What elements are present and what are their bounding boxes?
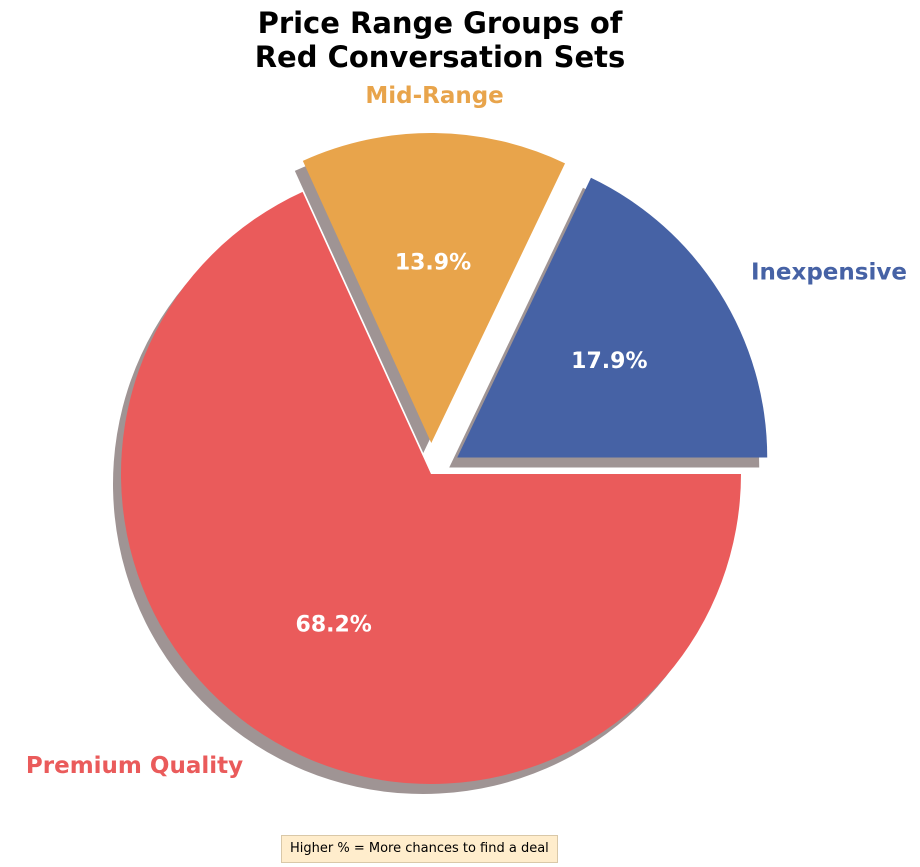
category-label-inexpensive: Inexpensive xyxy=(751,259,907,285)
pie-slice-premium-quality xyxy=(120,191,742,785)
category-label-premium-quality: Premium Quality xyxy=(26,753,243,779)
chart-title-line-1: Price Range Groups of xyxy=(257,6,623,40)
chart-title: Price Range Groups of Red Conversation S… xyxy=(0,6,880,74)
pct-label-premium-quality: 68.2% xyxy=(296,613,372,638)
pie-slice-mid-range xyxy=(302,133,566,444)
pie-wedges xyxy=(120,133,768,785)
chart-title-line-2: Red Conversation Sets xyxy=(254,40,626,74)
pct-label-mid-range: 13.9% xyxy=(395,251,471,276)
annotation-note: Higher % = More chances to find a deal xyxy=(281,835,558,863)
category-label-mid-range: Mid-Range xyxy=(365,83,503,109)
pct-label-inexpensive: 17.9% xyxy=(571,349,647,374)
pie-labels: 17.9% Inexpensive 13.9% Mid-Range 68.2% Premi… xyxy=(26,83,907,779)
pie-slice-inexpensive xyxy=(457,177,768,458)
